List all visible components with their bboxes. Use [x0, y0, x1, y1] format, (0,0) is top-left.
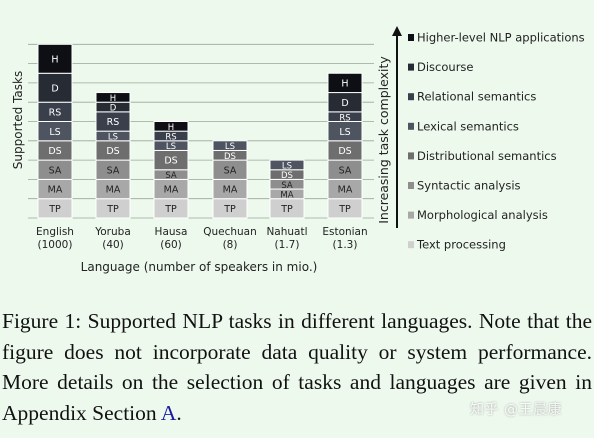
x-tick-label: Yoruba: [94, 226, 131, 238]
bar-segment-label: SA: [339, 165, 352, 176]
bar-segment-label: MA: [338, 185, 353, 196]
bar-segment-label: SA: [224, 165, 237, 176]
bar-segment: [327, 72, 363, 94]
complexity-axis: Increasing task complexity: [376, 26, 402, 228]
legend-swatch: [408, 93, 414, 101]
bar-segment-label: RS: [165, 133, 176, 143]
bar-segment-label: TP: [223, 204, 236, 215]
x-tick-label: Nahuatl: [266, 226, 307, 238]
bar-segment-label: TP: [338, 204, 351, 215]
watermark: 知乎 @王晨康: [470, 402, 562, 418]
bar-segment-label: TP: [164, 204, 177, 215]
complexity-arrow-head: [392, 26, 402, 36]
bar-segment-label: LS: [339, 127, 350, 138]
bar-segment-label: H: [110, 94, 116, 104]
x-tick-labels: English(1000) Yoruba(40) Hausa(60) Quechuan…: [36, 226, 368, 251]
bar-segment-label: RS: [339, 113, 350, 123]
legend-swatch: [408, 211, 414, 219]
bar-segment-label: SA: [165, 171, 177, 181]
y-axis-label: Supported Tasks: [11, 71, 25, 169]
bar-segment-label: MA: [106, 185, 121, 196]
legend-swatch: [408, 122, 414, 130]
x-tick-sublabel: (1000): [38, 239, 73, 251]
bar-segment-label: D: [110, 104, 117, 114]
legend-entry: Relational semantics: [417, 90, 536, 104]
bar-segment-label: LS: [282, 162, 292, 172]
bar-segment-label: LS: [108, 133, 118, 143]
legend-entry: Higher-level NLP applications: [417, 31, 585, 45]
bar-segment-label: RS: [107, 117, 120, 128]
legend-entry: Morphological analysis: [417, 208, 548, 222]
bar-segment: [269, 159, 305, 171]
bar-segment-label: DS: [224, 152, 236, 162]
bar-segment-label: LS: [49, 127, 60, 138]
bar-segment-label: H: [341, 79, 348, 90]
legend-swatch: [408, 182, 414, 189]
x-tick-sublabel: (40): [102, 239, 124, 251]
bar-segment: [95, 92, 131, 103]
caption-text: Figure 1: Supported NLP tasks in differe…: [2, 309, 592, 425]
grid-lines: [28, 43, 374, 219]
chart: TPMASADSLSRSDHTPMASADSLSRSDHTPMASADSLSRS…: [11, 26, 585, 274]
legend-entry: Text processing: [416, 238, 506, 252]
bar-segment-label: DS: [106, 146, 119, 157]
bar-segment-label: SA: [107, 165, 120, 176]
bar-segment-label: D: [341, 98, 348, 109]
bar-segment: [153, 121, 189, 132]
caption-period: .: [176, 400, 182, 425]
bar-segment-label: LS: [166, 142, 176, 152]
x-tick-sublabel: (1.7): [275, 239, 300, 251]
bar-segment-label: MA: [223, 185, 238, 196]
legend-swatch: [408, 63, 414, 71]
bar-segment-label: DS: [338, 146, 351, 157]
legend-swatch: [408, 152, 414, 160]
x-tick-sublabel: (60): [160, 239, 182, 251]
bar-segment-label: MA: [164, 185, 179, 196]
x-tick-label: Quechuan: [203, 226, 257, 238]
bar-segment-label: DS: [164, 156, 177, 167]
bars: TPMASADSLSRSDHTPMASADSLSRSDHTPMASADSLSRS…: [37, 43, 363, 219]
caption-section-link[interactable]: A: [160, 400, 177, 425]
figure-caption: Figure 1: Supported NLP tasks in differe…: [2, 306, 592, 428]
legend-entry: Lexical semantics: [417, 119, 519, 133]
x-tick-label: English: [36, 226, 74, 238]
bar-segment-label: TP: [106, 204, 119, 215]
legend-swatch: [408, 34, 414, 41]
bar-segment-label: RS: [49, 107, 62, 118]
bar-segment-label: H: [168, 123, 174, 133]
bar-segment: [37, 72, 73, 103]
legend-entry: Distributional semantics: [417, 149, 557, 163]
bar-segment-label: H: [51, 54, 58, 65]
legend-swatch: [408, 241, 414, 249]
bar-segment-label: TP: [280, 204, 293, 215]
bar-segment-label: D: [51, 83, 58, 94]
x-tick-label: Hausa: [155, 226, 188, 238]
bar-segment-label: SA: [281, 181, 293, 191]
bar-segment-label: DS: [48, 146, 61, 157]
bar-segment-label: DS: [281, 171, 293, 181]
bar-segment-label: SA: [49, 165, 62, 176]
x-axis-label: Language (number of speakers in mio.): [81, 260, 318, 274]
bar-segment-label: LS: [225, 142, 235, 152]
bar-segment: [212, 140, 248, 151]
legend-entry: Discourse: [417, 60, 473, 74]
legend: Higher-level NLP applications Discourse Re…: [408, 31, 585, 252]
x-tick-label: Estonian: [322, 226, 367, 238]
bar-segment-label: MA: [280, 190, 293, 200]
x-tick-sublabel: (8): [223, 239, 238, 251]
bar-segment-label: TP: [48, 204, 61, 215]
bar-segment: [37, 43, 73, 74]
x-tick-sublabel: (1.3): [333, 239, 358, 251]
complexity-axis-label: Increasing task complexity: [376, 56, 391, 224]
legend-entry: Syntactic analysis: [417, 179, 521, 193]
bar-segment-label: MA: [48, 185, 63, 196]
